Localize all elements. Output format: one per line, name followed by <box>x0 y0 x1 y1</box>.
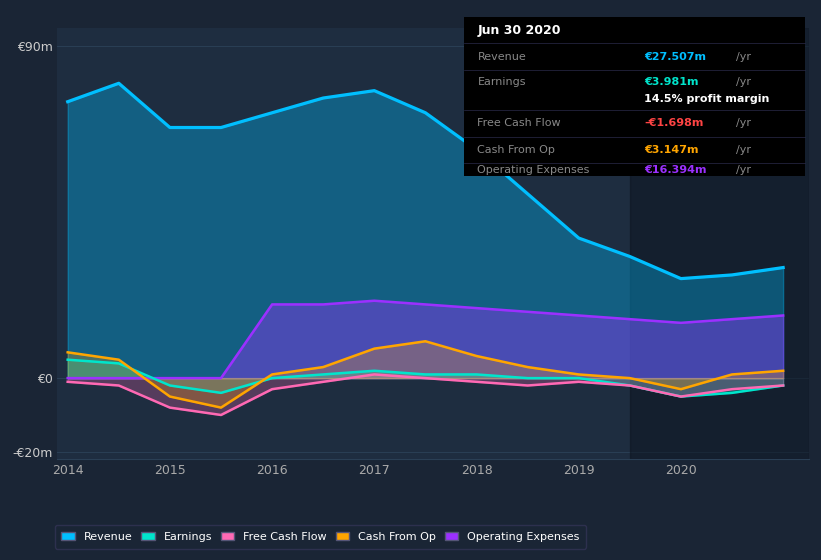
Text: €16.394m: €16.394m <box>644 165 707 175</box>
Text: Jun 30 2020: Jun 30 2020 <box>478 24 561 36</box>
Legend: Revenue, Earnings, Free Cash Flow, Cash From Op, Operating Expenses: Revenue, Earnings, Free Cash Flow, Cash … <box>55 525 586 548</box>
Text: /yr: /yr <box>736 118 751 128</box>
Text: /yr: /yr <box>736 77 751 87</box>
Text: Earnings: Earnings <box>478 77 526 87</box>
Text: 14.5% profit margin: 14.5% profit margin <box>644 94 770 104</box>
Text: Operating Expenses: Operating Expenses <box>478 165 589 175</box>
Text: -€1.698m: -€1.698m <box>644 118 704 128</box>
Text: €3.147m: €3.147m <box>644 145 699 155</box>
Text: /yr: /yr <box>736 165 751 175</box>
Text: Cash From Op: Cash From Op <box>478 145 555 155</box>
Text: /yr: /yr <box>736 52 751 62</box>
Bar <box>630 28 809 459</box>
Text: €27.507m: €27.507m <box>644 52 706 62</box>
Text: /yr: /yr <box>736 145 751 155</box>
Text: Revenue: Revenue <box>478 52 526 62</box>
Text: Free Cash Flow: Free Cash Flow <box>478 118 561 128</box>
Text: €3.981m: €3.981m <box>644 77 699 87</box>
